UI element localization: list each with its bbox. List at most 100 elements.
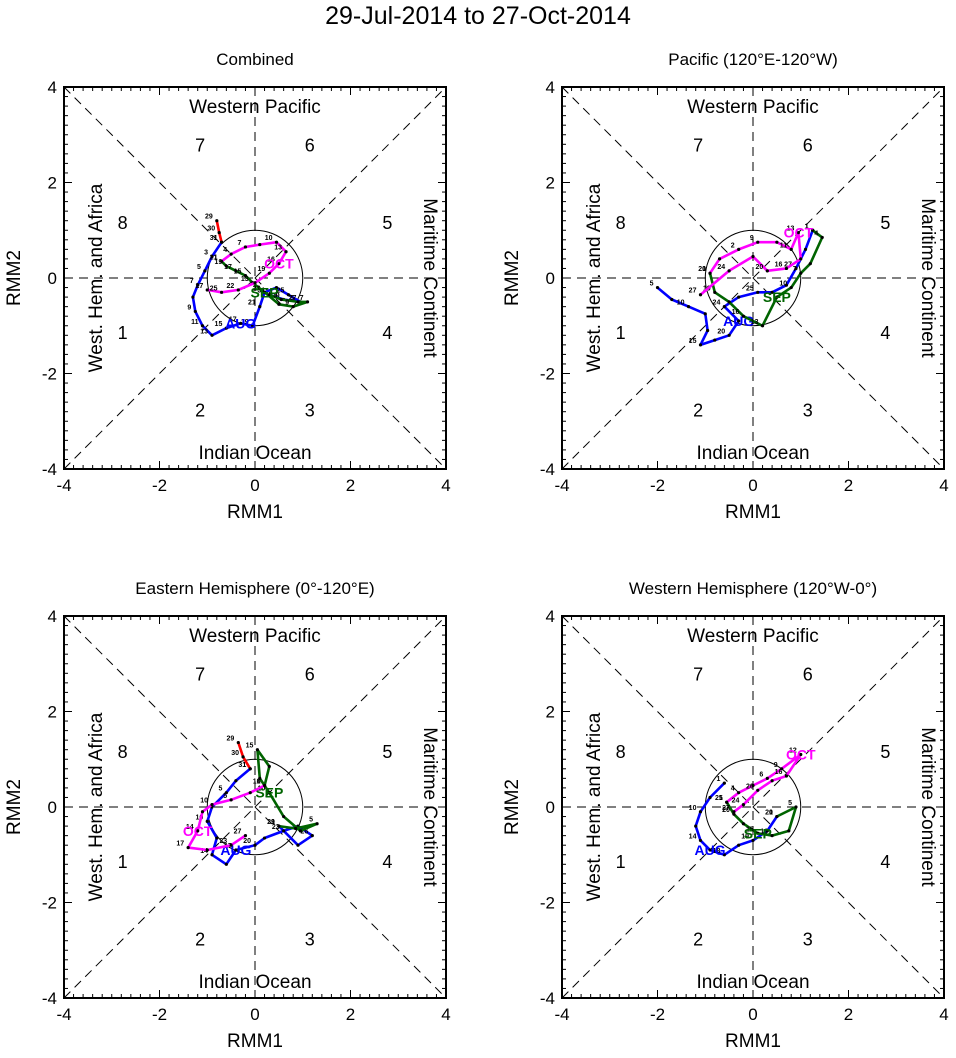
- day-label: 20: [765, 810, 773, 817]
- day-label: 29: [205, 214, 213, 221]
- series-point: [262, 290, 267, 294]
- day-label: 1: [257, 779, 261, 786]
- series-point: [274, 285, 279, 290]
- series-point: [186, 845, 190, 850]
- series-point: [224, 326, 228, 330]
- day-label: 30: [231, 750, 239, 757]
- day-label: 10: [258, 786, 266, 793]
- day-label: 22: [226, 283, 234, 290]
- series-point: [737, 843, 741, 847]
- series-point: [219, 259, 224, 263]
- x-tick-label: -4: [554, 1005, 569, 1024]
- y-axis-label: RMM2: [4, 779, 25, 835]
- phase-label: 4: [880, 852, 890, 872]
- x-tick-label: 0: [250, 476, 259, 495]
- x-axis-label: RMM1: [227, 502, 283, 523]
- series-point: [258, 305, 262, 309]
- series-point: [193, 309, 197, 314]
- phase-label: 5: [382, 213, 392, 233]
- day-label: 14: [689, 833, 697, 840]
- day-label: 11: [191, 319, 199, 326]
- day-label: 3: [204, 250, 208, 257]
- day-label: 27: [289, 295, 297, 302]
- phase-label: 3: [803, 929, 813, 949]
- x-tick-label: -4: [56, 476, 71, 495]
- day-label: 26: [301, 829, 309, 836]
- y-tick-label: 0: [48, 798, 57, 817]
- day-label: 20: [698, 266, 706, 273]
- phase-label: 3: [305, 929, 315, 949]
- series-point: [799, 752, 803, 757]
- day-label: 25: [746, 285, 754, 292]
- day-label: 5: [197, 264, 201, 271]
- y-tick-label: 2: [48, 703, 57, 722]
- region-label-left: West. Hem. and Africa: [584, 712, 605, 901]
- y-tick-label: -4: [42, 460, 57, 479]
- day-label: 7: [300, 295, 304, 302]
- day-label: 5: [650, 281, 654, 288]
- series-point: [191, 295, 195, 299]
- x-tick-label: 4: [441, 476, 450, 495]
- series-point: [274, 240, 279, 244]
- region-label-left: West. Hem. and Africa: [86, 712, 107, 901]
- y-tick-label: -4: [540, 460, 555, 479]
- day-label: 1: [702, 266, 706, 273]
- series-point: [751, 838, 755, 843]
- panel-title: Western Hemisphere (120°W-0°): [629, 579, 877, 598]
- day-label: 2: [731, 242, 735, 249]
- series-point: [296, 300, 300, 304]
- day-label: 6: [759, 771, 763, 778]
- phase-label: 8: [616, 213, 626, 233]
- series-point: [741, 822, 746, 826]
- day-label: 21: [248, 300, 256, 307]
- y-tick-label: 2: [546, 174, 555, 193]
- phase-label: 8: [118, 213, 128, 233]
- series-point: [210, 853, 214, 857]
- phase-panel-4: Western Hemisphere (120°W-0°)-4 -2 0 2 4-4-2…: [502, 579, 949, 1052]
- series-point: [205, 288, 209, 292]
- series-point: [727, 269, 731, 273]
- region-label-bottom: Indian Ocean: [198, 972, 311, 993]
- series-point: [241, 755, 245, 759]
- series-point: [727, 300, 731, 304]
- day-label: 29: [267, 819, 275, 826]
- x-axis-label: RMM1: [725, 1031, 781, 1052]
- y-tick-label: -4: [540, 989, 555, 1008]
- series-point: [756, 831, 760, 835]
- day-label: 30: [207, 226, 215, 233]
- series-point: [224, 862, 228, 866]
- x-axis-label: RMM1: [227, 1031, 283, 1052]
- series-point: [713, 290, 717, 294]
- phase-label: 4: [382, 323, 392, 343]
- day-label: 23: [253, 285, 261, 292]
- diagonal-line: [561, 86, 945, 470]
- series-point: [296, 843, 300, 847]
- y-tick-label: 2: [546, 703, 555, 722]
- panel-title: Pacific (120°E-120°W): [668, 50, 838, 69]
- phase-label: 8: [616, 742, 626, 762]
- series-point: [703, 312, 707, 316]
- y-tick-label: -2: [42, 894, 57, 913]
- month-label-sep: SEP: [744, 825, 772, 841]
- series-point: [284, 250, 288, 254]
- phase-panel-1: Combined -4 -2 0 2 4 -4 -2 0 2 4 RMM1 RMM2 Western Pa…: [4, 50, 451, 523]
- day-label: 1: [271, 819, 275, 826]
- series-point: [236, 740, 240, 745]
- day-label: 24: [717, 264, 725, 271]
- series-point: [196, 829, 200, 833]
- series-point: [205, 819, 209, 823]
- day-label: 1: [805, 223, 809, 230]
- day-label: 15: [215, 321, 223, 328]
- series-point: [258, 776, 262, 780]
- series-point: [775, 240, 779, 244]
- figure-title: 29-Jul-2014 to 27-Oct-2014: [325, 2, 631, 30]
- series-point: [229, 798, 233, 802]
- series-point: [267, 791, 271, 795]
- day-label: 20: [243, 838, 251, 845]
- phase-label: 7: [693, 136, 703, 156]
- day-label: 15: [246, 743, 254, 750]
- month-label-sep: SEP: [763, 289, 791, 305]
- series-point: [811, 228, 815, 232]
- series-point: [770, 779, 774, 783]
